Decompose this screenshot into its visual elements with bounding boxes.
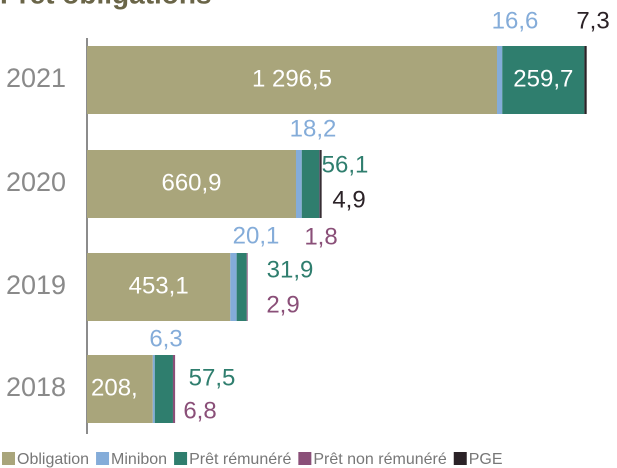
- bar-segment: [246, 253, 248, 321]
- data-label: 16,6: [492, 7, 539, 34]
- legend-label: Obligation: [17, 451, 89, 468]
- data-label: 2,9: [266, 291, 299, 318]
- bar-segment: [236, 253, 247, 321]
- bar-segment: [154, 355, 173, 423]
- data-label: 57,5: [189, 364, 236, 391]
- bar-segment: [584, 46, 587, 114]
- bar-segment: [87, 150, 297, 218]
- data-label: 7,3: [576, 7, 609, 34]
- data-label: 1,8: [304, 223, 337, 250]
- data-label: 208,: [91, 374, 138, 401]
- bar-segment: [87, 355, 153, 423]
- data-label: 18,2: [290, 115, 337, 142]
- data-label: 1 296,5: [252, 65, 332, 92]
- data-label: 6,3: [149, 325, 182, 352]
- bar-segment: [87, 253, 231, 321]
- data-label: 4,9: [332, 186, 365, 213]
- bar-segment: [230, 253, 237, 321]
- legend-swatch: [2, 452, 15, 465]
- legend-label: Prêt rémunéré: [189, 451, 291, 468]
- legend-swatch: [96, 452, 110, 465]
- bar-segment: [319, 150, 321, 218]
- data-label: 259,7: [513, 65, 573, 92]
- legend-label: PGE: [469, 451, 503, 468]
- data-label: 660,9: [161, 169, 221, 196]
- y-tick-label: 2018: [6, 372, 66, 402]
- legend-label: Minibon: [111, 451, 167, 468]
- bar-segment: [172, 355, 176, 423]
- y-tick-label: 2021: [6, 63, 66, 93]
- y-tick-label: 2019: [6, 270, 66, 300]
- data-label: 6,8: [183, 397, 216, 424]
- data-label: 31,9: [267, 256, 314, 283]
- legend-label: Prêt non rémunéré: [313, 451, 447, 468]
- data-label: 20,1: [233, 222, 280, 249]
- bar-segment: [502, 46, 585, 114]
- data-label: 56,1: [322, 151, 369, 178]
- legend-swatch: [453, 452, 467, 465]
- bar-segment: [296, 150, 302, 218]
- bar-segment: [301, 150, 320, 218]
- legend-swatch: [298, 452, 312, 465]
- bar-segment: [320, 150, 322, 218]
- data-label: 453,1: [129, 272, 189, 299]
- y-tick-label: 2020: [6, 167, 66, 197]
- bar-segment: [87, 46, 497, 114]
- bar-segment: [152, 355, 155, 423]
- bar-segment: [497, 46, 503, 114]
- chart-title: Prêt obligations: [0, 0, 212, 9]
- legend-swatch: [174, 452, 188, 465]
